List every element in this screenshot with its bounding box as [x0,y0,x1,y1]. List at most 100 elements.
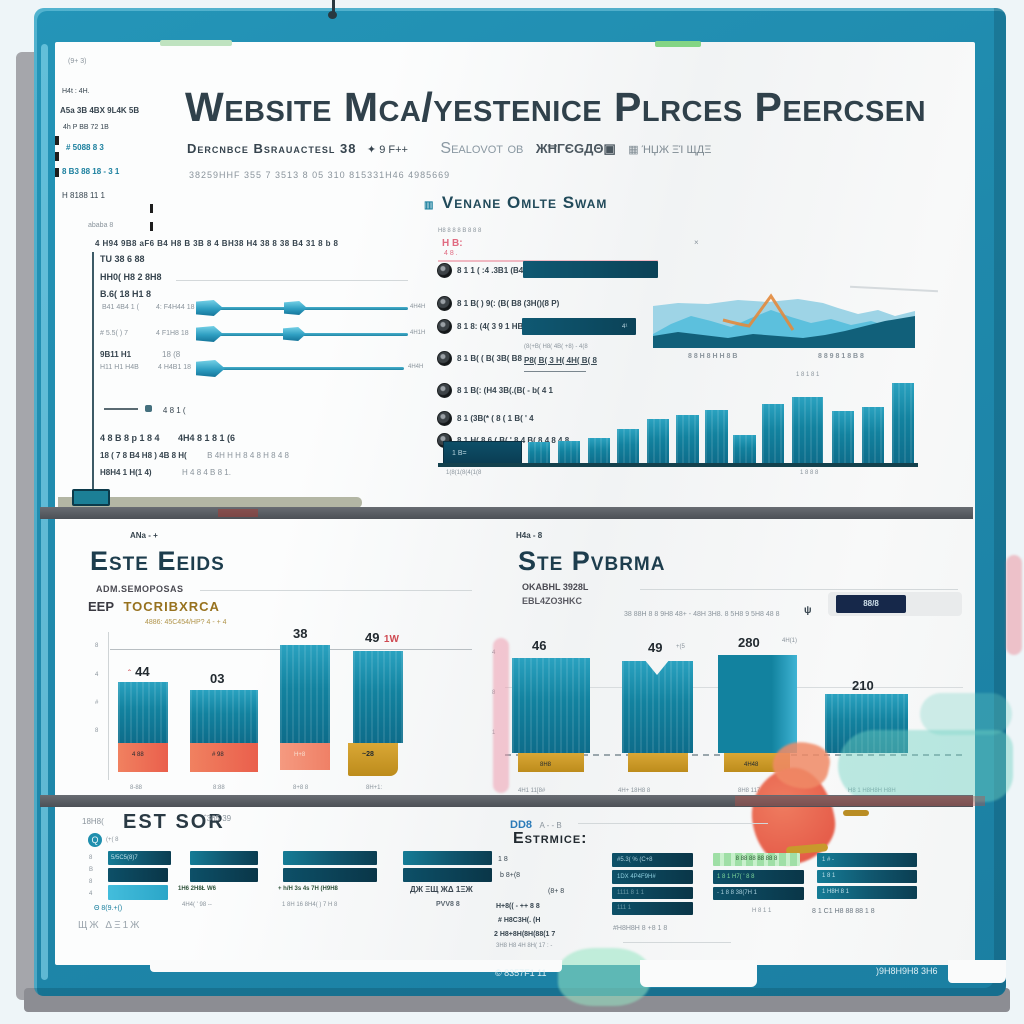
legend-item[interactable]: 8 1 B(: (H4 3B(.(B( - b( 4 1 [457,386,554,395]
bar-value: 03 [210,671,225,686]
y-tick: 4 [95,672,99,678]
row-label: 1 8 [498,856,508,863]
subtitle-mark: ✦ 9 F++ [366,144,408,156]
legend-dot-icon [437,263,452,278]
mid-left-sub1: ADM.SEMOPOSAS [96,584,184,594]
h-bar: 1 8 1 H7( ' 8 8 [713,870,804,884]
h-bar [403,868,492,882]
footnote: 18 ( 7 8 B4 H8 ) 4B 8 H( [100,451,187,460]
margin-note: H4t : 4H. [62,88,90,95]
rule [200,590,472,591]
bottom-left-title: EST SOR [123,811,225,833]
stacked-bar-base: # 98 [190,743,258,772]
watercolor-mint-blob [558,948,650,1006]
slider-track[interactable] [196,367,404,370]
legend-dot-icon [437,296,452,311]
base-seg-label: 4 88 [132,752,144,758]
legend-item[interactable]: 8 1 B( ) 9(: (B( B8 (3H()(8 P) [457,299,560,308]
dd-label: DD8 [510,819,533,831]
panel-meta: ANa - + [130,531,158,540]
col-note: ДЖ ΞЩ ЖΔ 1ΞЖ [410,885,473,894]
panel-border-line [92,252,94,497]
dd-label2: A - - B [539,821,562,830]
binding-mark [150,204,153,213]
legend-item[interactable]: 8 1 (3B(* ( 8 ( 1 B( ' 4 [457,414,534,423]
mid-left-title: Este Eeids [90,546,225,576]
rule [623,942,731,943]
slider-handle[interactable] [196,300,223,316]
footnote: Θ 8(9.+() [94,905,123,912]
footnote: 4H4 8 1 8 1 (6 [178,433,236,443]
col-note: H 8 1 1 [752,908,772,914]
legend-dot-icon [437,319,452,334]
gold-note: 4886: 45C454/HP? 4 - + 4 [145,619,227,626]
legend-item-link[interactable]: P8( B( 3 H( 4H( B( 8 [524,356,597,365]
icon-note: (+( 8 [106,837,119,843]
margin-note: 4h P BB 72 1B [63,124,109,131]
legend-tiny-header: H8 8 8 8 B 8 8 8 [438,228,482,234]
badge[interactable]: 88/8 [836,595,906,613]
slider-handle[interactable] [284,301,307,315]
bar [862,407,884,464]
panel-meta: H4a - 8 [516,531,543,540]
stacked-bar-teal [353,651,403,743]
col-note: + h/H 3s 4s 7H (H9H8 [278,886,338,892]
h-bar: #5.3( % (C+8 [612,853,693,867]
slider-value: 4 H4B1 18 [158,364,192,371]
footnote: B 4H H H 8 4 8 H 8 4 8 [207,451,289,460]
bar-teal [718,655,797,753]
h-bar: - 1 8 8 38(7H 1 [713,887,804,900]
legend-item-note: (8(+B( H8( 4B( +8) - 4(8 [524,344,588,350]
slider-label: B41 4B4 1 ( [102,304,139,311]
legend-item[interactable]: 8 1 B( ( B( 3B( B8 [457,354,522,363]
y-tick: 8 [95,728,99,734]
legend-dot-icon [437,351,452,366]
circle-q-icon[interactable]: Q [88,833,102,847]
legend-wide-box: 1 B= [443,441,522,466]
bar-teal [825,694,908,753]
slider-handle[interactable] [196,360,225,377]
margin-note: (9+ 3) [68,58,87,65]
h-bar: 1111 8 1 1 [612,887,693,899]
base-seg-label: H+8 [294,752,306,758]
y-tick: # [95,700,99,706]
subtitle-garble-2: ▦ ΉЏЖ ΞΊ ЩДΞ [628,144,712,156]
y-tick: 8 [95,643,99,649]
green-tab-bright [655,41,701,47]
bar [892,383,914,464]
x-label: H8 1 H8H8H H8H [848,788,896,794]
bar [762,404,784,464]
x-label: 8H8 117 H [738,788,767,794]
h-bar: 111 1 [612,902,693,915]
x-label: 8+8 8 [293,785,309,791]
h-bar [108,868,168,882]
bar-baseline [438,463,918,467]
stacked-bar-base: ~28 [348,743,398,776]
bar-label-prefix: ˆ [128,669,131,678]
legend-pink-title: H B: [442,238,463,249]
watercolor-pink-strip [493,638,509,793]
bar [792,397,823,464]
legend-item[interactable]: 8 1 H( 8 6 ( B( ' 8 4 B( 8 4 8 4 8 [457,436,569,445]
slider-label: H11 H1 H4B [100,364,139,371]
row-label: H+8(( - ++ 8 8 [496,903,540,910]
binding-mark [55,136,59,145]
x-label: 4H+ 18H8 8 [618,788,651,794]
h-bar [283,868,377,882]
paper-tab [640,960,757,987]
h-bar: 1 # - [817,853,917,867]
slider-handle[interactable] [196,326,223,342]
area-chart [653,293,915,348]
stacked-bar-base: 4 88 [118,743,168,772]
dash-line [104,407,138,410]
slider-handle[interactable] [283,327,306,341]
h-bar [108,885,168,900]
margin-note: H 8188 11 1 [62,191,105,200]
bar-teal [622,661,693,753]
legend-item[interactable]: 8 1 1 ( :4 .3B1 (B4( [457,266,526,275]
legend-item[interactable]: 8 1 8: (4( 3 9 1 HB( P [457,322,534,331]
bar-value: 46 [532,638,547,653]
legend-bar [522,318,636,335]
stand-strip [58,497,362,508]
binding-mark [55,152,59,161]
